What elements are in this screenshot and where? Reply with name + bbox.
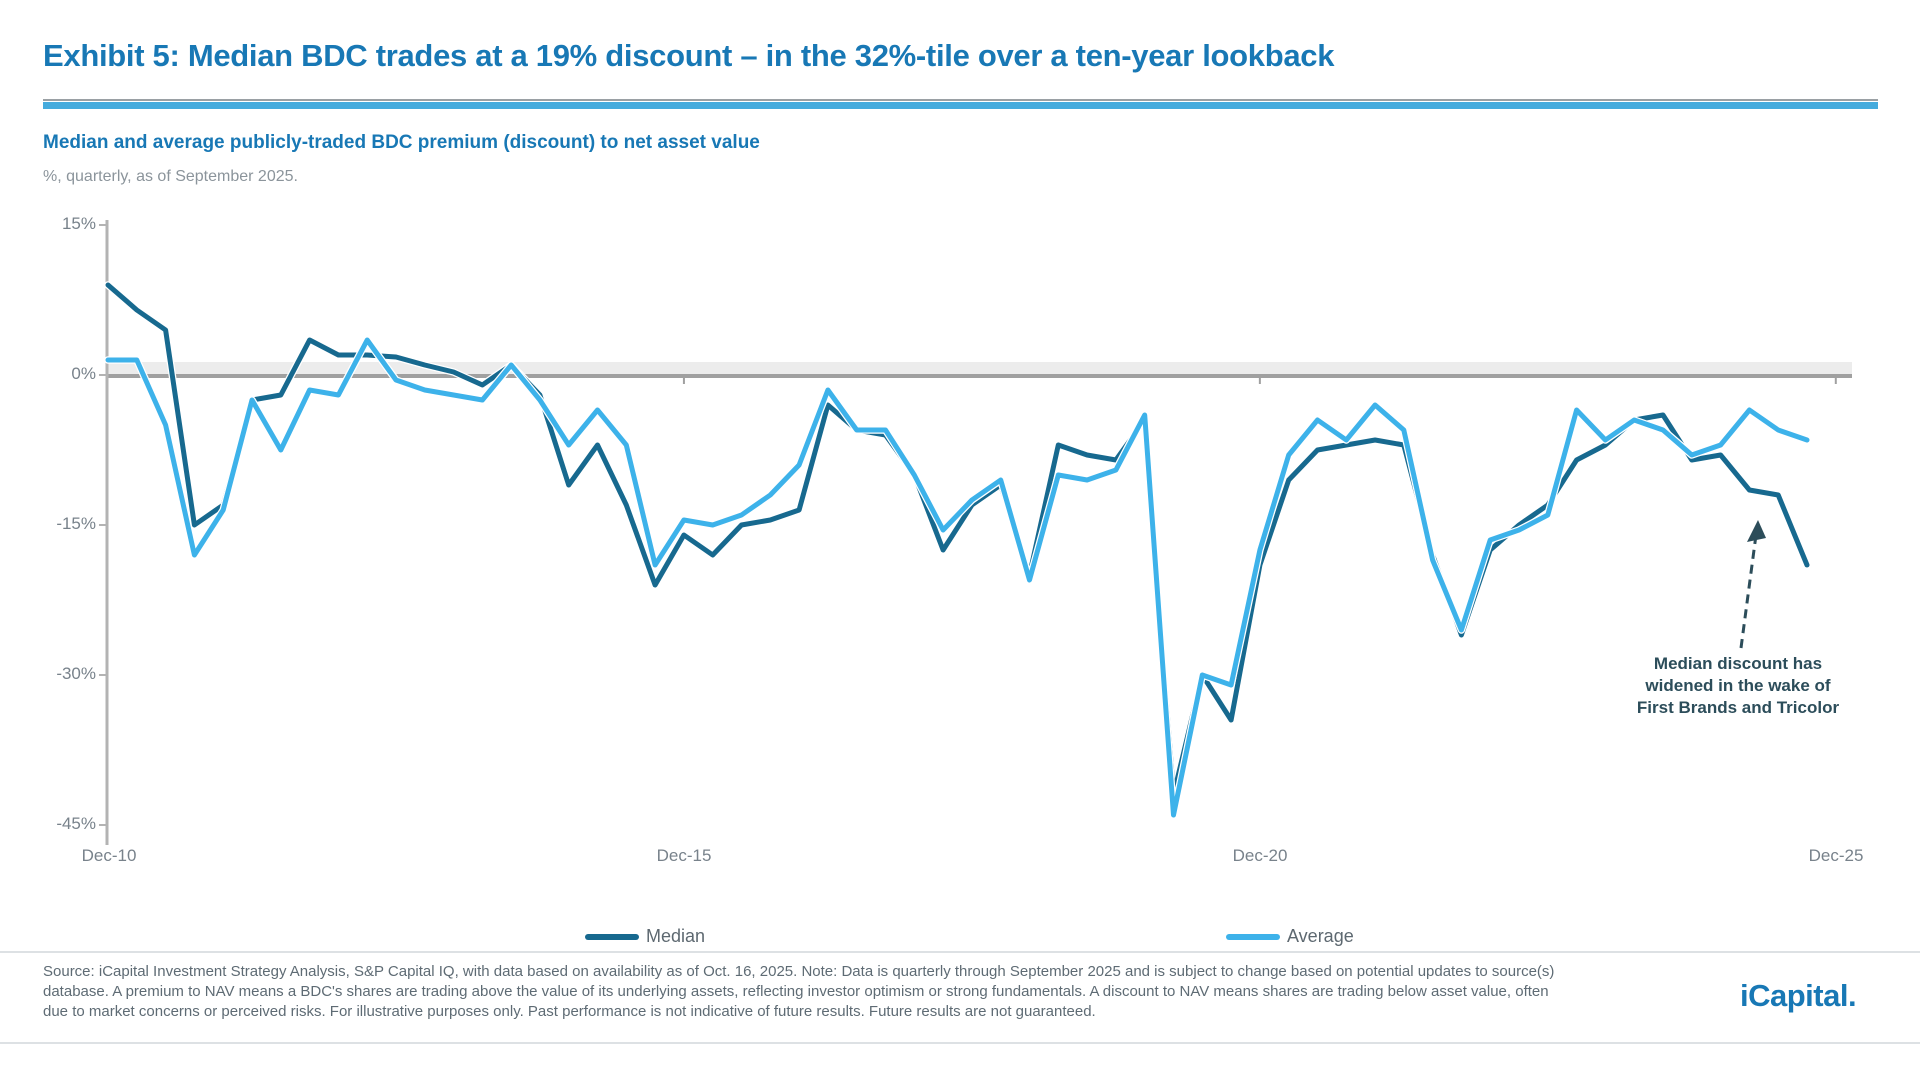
legend-label-median: Median: [646, 926, 706, 946]
source-note-line: due to market concerns or perceived risk…: [43, 1003, 1096, 1020]
chart-subtitle: Median and average publicly-traded BDC p…: [43, 132, 760, 153]
y-tick-label: -30%: [56, 664, 96, 683]
zero-band: [106, 362, 1852, 374]
legend-item-median: Median: [585, 926, 705, 947]
median-line-halo: [104, 281, 1811, 799]
bottom-divider: [0, 1042, 1920, 1044]
average-line-halo: [104, 336, 1811, 819]
x-tick-label: Dec-25: [1808, 846, 1864, 865]
annotation-line: widened in the wake of: [1645, 676, 1831, 695]
x-tick-label: Dec-15: [656, 846, 712, 865]
y-tick-label: 15%: [61, 214, 96, 233]
median-discount-annotation: Median discount has widened in the wake …: [1618, 653, 1858, 719]
annotation-arrow-shaft: [1739, 534, 1758, 649]
median-line: [105, 282, 1810, 798]
exhibit-title: Exhibit 5: Median BDC trades at a 19% di…: [43, 38, 1335, 73]
y-tick-label: -15%: [56, 514, 96, 533]
annotation-arrow-head: [1747, 520, 1766, 542]
annotation-line: Median discount has: [1653, 654, 1823, 673]
source-note: Source: iCapital Investment Strategy Ana…: [43, 962, 1703, 1022]
title-divider-gray: [43, 99, 1878, 101]
source-note-line: Source: iCapital Investment Strategy Ana…: [43, 963, 1555, 980]
y-tick-label: 0%: [71, 364, 96, 383]
annotation-line: First Brands and Tricolor: [1636, 698, 1840, 717]
x-tick-label: Dec-10: [81, 846, 137, 865]
icapital-logo: iCapital.: [1740, 978, 1857, 1013]
title-divider-blue: [43, 102, 1878, 109]
x-tick-label: Dec-20: [1232, 846, 1288, 865]
source-note-line: database. A premium to NAV means a BDC's…: [43, 983, 1549, 1000]
footer-divider: [0, 951, 1920, 953]
chart-unit-note: %, quarterly, as of September 2025.: [43, 168, 298, 185]
median-line-swatch: [585, 933, 639, 940]
y-tick-label: -45%: [56, 814, 96, 833]
legend-item-average: Average: [1226, 926, 1354, 947]
legend-label-average: Average: [1287, 926, 1354, 946]
average-line-swatch: [1226, 933, 1280, 940]
average-line: [105, 337, 1810, 818]
